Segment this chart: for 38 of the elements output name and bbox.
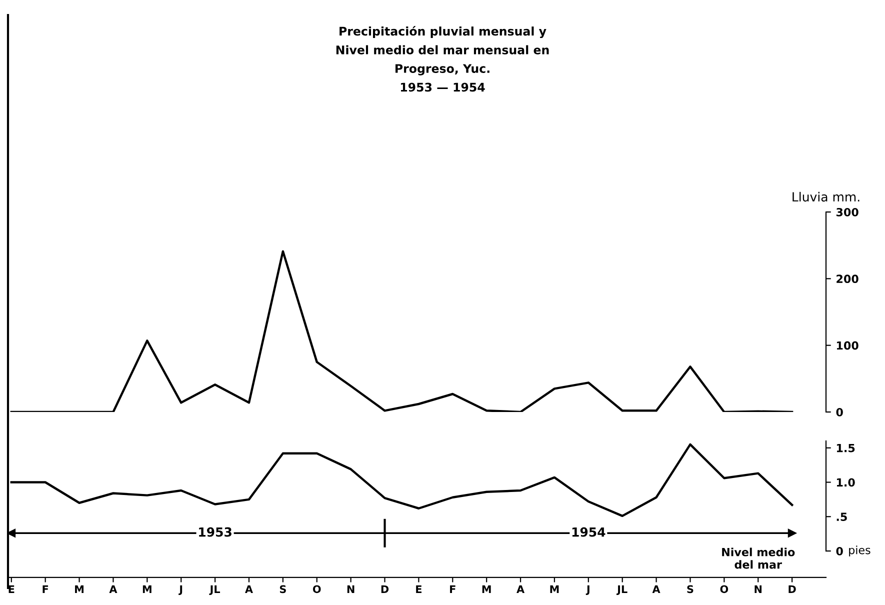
x-tick-label: F: [42, 585, 48, 593]
x-tick-label: J: [178, 585, 182, 596]
x-tick-label: J: [586, 585, 590, 596]
y-tick-label: 0: [836, 546, 843, 556]
x-tick-label: M: [75, 585, 84, 593]
x-tick-label: M: [142, 585, 152, 593]
chart-title: Precipitación pluvial mensual y Nivel medio del mar mensual en Progreso, Yuc. 1953 — 1954: [336, 26, 549, 92]
x-tick-label: F: [450, 585, 456, 593]
y-tick-label: 0: [836, 408, 843, 416]
annotation: 1954: [572, 527, 606, 537]
x-tick-label: O: [312, 585, 321, 594]
x-tick-label: A: [109, 585, 118, 593]
x-tick-label: N: [347, 585, 354, 593]
y-axis-title: pies: [849, 546, 870, 556]
x-tick-label: E: [8, 585, 14, 593]
y-tick-label: .5: [836, 512, 847, 522]
y-tick-label: 100: [836, 341, 858, 350]
x-tick-label: JL: [616, 585, 628, 596]
annotation: Nivel medio del mar: [722, 548, 795, 569]
x-tick-label: A: [245, 585, 253, 593]
x-tick-label: O: [720, 585, 728, 594]
x-tick-label: M: [550, 585, 559, 593]
x-tick-label: S: [280, 585, 286, 594]
y-tick-label: 1.5: [836, 444, 855, 452]
y-tick-label: 200: [836, 274, 858, 284]
x-tick-label: M: [482, 585, 491, 593]
x-tick-label: A: [516, 585, 525, 593]
x-tick-label: E: [416, 585, 422, 593]
x-tick-label: S: [687, 585, 694, 594]
x-tick-label: JL: [209, 585, 220, 596]
x-tick-label: A: [652, 585, 660, 593]
x-tick-label: D: [788, 585, 796, 593]
annotation: 1953: [199, 527, 232, 537]
x-tick-label: N: [754, 585, 762, 593]
y-axis-title: Lluvia mm.: [792, 192, 860, 202]
y-tick-label: 300: [836, 208, 858, 216]
y-tick-label: 1.0: [836, 478, 855, 487]
x-tick-label: D: [381, 585, 389, 593]
